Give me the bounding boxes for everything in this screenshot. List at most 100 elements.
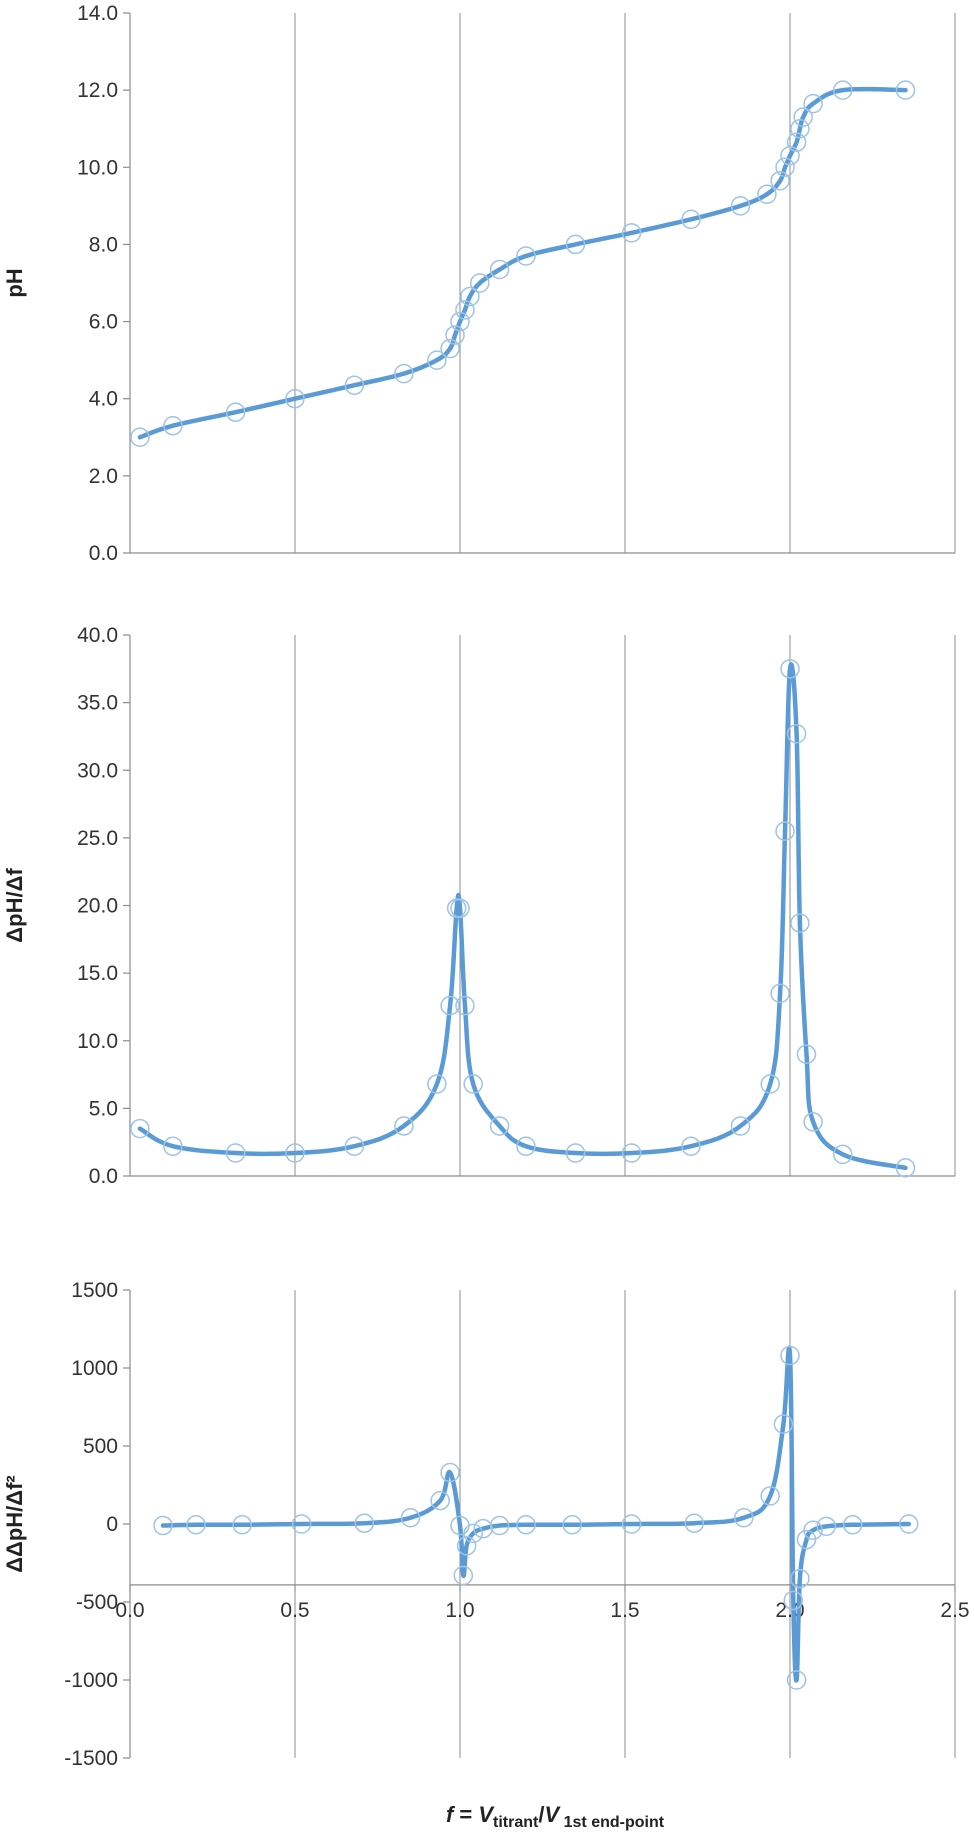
second-derivative-data-point: [803, 1520, 823, 1540]
second-derivative-data-point: [734, 1508, 754, 1528]
first-derivative-data-point: [786, 723, 807, 744]
first-derivative-data-point: [803, 1112, 823, 1132]
ph-data-point: [489, 259, 510, 280]
ph-data-point: [790, 118, 810, 139]
first-derivative-y-tick-label: 35.0: [77, 692, 118, 715]
first-derivative-y-tick-label: 15.0: [77, 962, 118, 985]
second-derivative-data-point: [783, 1590, 804, 1611]
second-derivative-data-point: [489, 1515, 510, 1536]
ph-series-line: [137, 86, 908, 440]
ph-data-point: [895, 80, 916, 100]
first-derivative-y-tick-label: 25.0: [77, 827, 118, 850]
ph-data-point: [786, 132, 807, 152]
ph-data-point: [163, 415, 183, 436]
ph-y-axis-label: pH: [2, 268, 27, 297]
first-derivative-y-tick-label: 20.0: [77, 895, 118, 918]
ph-y-tick-label: 2.0: [89, 465, 118, 488]
first-derivative-data-point: [681, 1136, 701, 1156]
first-derivative-panel: 0.0 5.0 10.0 15.0 20.0 25.0 30.0 35.0 40.0 ΔpH/Δf: [2, 624, 956, 1188]
first-derivative-data-point: [780, 659, 800, 679]
second-derivative-data-point: [562, 1515, 582, 1535]
ph-data-point: [775, 157, 795, 178]
second-derivative-data-point: [790, 1568, 810, 1589]
first-derivative-y-tick-label: 0.0: [89, 1165, 118, 1188]
ph-data-point: [621, 223, 642, 243]
first-derivative-data-point: [730, 1116, 751, 1136]
ph-y-tick-label: 14.0: [77, 2, 118, 25]
ph-data-point: [427, 350, 447, 370]
second-derivative-data-point: [621, 1514, 642, 1534]
second-derivative-data-point: [899, 1514, 919, 1534]
second-derivative-x-tick-label: 1.5: [610, 1599, 639, 1622]
ph-data-point: [225, 402, 246, 422]
second-derivative-data-point: [430, 1490, 450, 1511]
first-derivative-data-point: [796, 1044, 817, 1065]
second-derivative-y-tick-label: -1500: [64, 1747, 118, 1770]
second-derivative-data-point: [232, 1515, 252, 1535]
ph-data-point: [130, 427, 150, 448]
first-derivative-data-point: [463, 1074, 483, 1094]
first-derivative-data-point: [450, 898, 470, 918]
second-derivative-data-point: [816, 1516, 837, 1537]
second-derivative-data-point: [453, 1565, 474, 1586]
second-derivative-y-tick-label: 0: [106, 1513, 118, 1536]
ph-data-point: [833, 80, 853, 100]
ph-data-point: [455, 300, 475, 320]
second-derivative-y-tick-label: 1000: [71, 1357, 118, 1380]
second-derivative-data-point: [473, 1518, 493, 1539]
ph-data-point: [793, 107, 813, 127]
second-derivative-x-tick-label: 0.5: [280, 1599, 309, 1622]
ph-data-point: [285, 388, 305, 409]
second-derivative-data-point: [400, 1508, 421, 1528]
first-derivative-data-point: [516, 1136, 536, 1156]
second-derivative-x-tick-label: 2.5: [940, 1599, 969, 1622]
ph-y-tick-label: 0.0: [89, 542, 118, 565]
second-derivative-data-point: [440, 1462, 460, 1483]
first-derivative-data-point: [163, 1136, 183, 1156]
ph-data-point: [681, 209, 701, 230]
second-derivative-data-point: [354, 1513, 375, 1533]
second-derivative-data-point: [153, 1515, 173, 1536]
first-derivative-data-point: [344, 1136, 365, 1156]
first-derivative-y-tick-label: 30.0: [77, 759, 118, 782]
first-derivative-data-point: [130, 1118, 150, 1139]
first-derivative-y-tick-label: 10.0: [77, 1030, 118, 1053]
ph-data-point: [344, 375, 365, 395]
second-derivative-data-point: [773, 1414, 794, 1434]
second-derivative-data-point: [456, 1536, 477, 1556]
second-derivative-data-point: [186, 1515, 206, 1535]
second-derivative-data-point: [291, 1514, 312, 1534]
first-derivative-data-point: [770, 983, 790, 1004]
ph-data-point: [803, 93, 823, 114]
second-derivative-data-point: [780, 1345, 800, 1366]
first-derivative-y-axis-label: ΔpH/Δf: [2, 868, 27, 943]
second-derivative-series-line: [160, 1345, 912, 1683]
ph-y-tick-label: 10.0: [77, 156, 118, 179]
ph-y-tick-label: 12.0: [77, 79, 118, 102]
second-derivative-y-axis-label: ΔΔpH/Δf²: [2, 1475, 27, 1573]
second-derivative-panel: -1500 -1000 -500 0 500 1000 1500 0.0 0.5 1.0 1.5 2.…: [2, 1279, 970, 1770]
ph-y-tick-label: 6.0: [89, 311, 118, 334]
second-derivative-x-tick-label: 0.0: [115, 1599, 144, 1622]
first-derivative-data-point: [427, 1074, 447, 1094]
ph-data-point: [394, 363, 414, 384]
ph-data-point: [565, 234, 586, 255]
second-derivative-y-tick-label: -500: [76, 1591, 118, 1614]
ph-data-point: [460, 286, 480, 307]
ph-data-point: [470, 273, 490, 293]
second-derivative-y-tick-label: -1000: [64, 1669, 118, 1692]
ph-data-point: [770, 171, 790, 191]
first-derivative-data-point: [895, 1158, 916, 1178]
second-derivative-data-point: [516, 1515, 536, 1535]
first-derivative-data-point: [455, 995, 475, 1016]
ph-data-point: [440, 338, 460, 359]
first-derivative-data-point: [790, 913, 810, 933]
first-derivative-series-line: [137, 662, 908, 1171]
second-derivative-data-point: [760, 1486, 780, 1506]
ph-data-point: [780, 145, 800, 166]
first-derivative-y-tick-label: 40.0: [77, 624, 118, 647]
ph-data-point: [445, 325, 465, 345]
second-derivative-data-point: [786, 1670, 807, 1690]
first-derivative-data-point: [775, 821, 795, 841]
